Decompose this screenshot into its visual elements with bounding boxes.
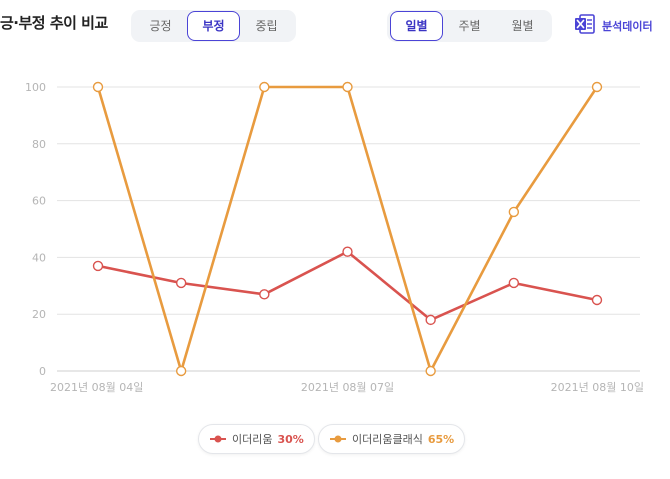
legend-item-ethereum[interactable]: 이더리움 30% [198, 424, 315, 454]
y-tick-label: 60 [32, 195, 46, 208]
analysis-data-button[interactable]: 분석데이터 [574, 14, 653, 38]
data-point-0 [342, 246, 353, 257]
data-point-1 [342, 81, 353, 93]
tab-neutral[interactable]: 중립 [255, 19, 278, 33]
legend-label: 이더리움 [232, 433, 273, 446]
legend-percent: 65% [427, 432, 455, 446]
data-point-0 [425, 314, 436, 326]
x-tick-label: 2021년 08월 10일 [551, 380, 644, 394]
data-point-0 [508, 277, 520, 289]
x-tick-label: 2021년 08월 04일 [50, 380, 143, 394]
tab-monthly[interactable]: 월별 [511, 19, 534, 33]
legend-label: 이더리움클래식 [352, 433, 423, 446]
data-point-1 [508, 206, 520, 218]
period-tab-group: 일별 주별 월별 [387, 10, 552, 42]
legend-percent: 30% [277, 432, 304, 446]
y-tick-label: 40 [32, 251, 46, 264]
data-point-1 [259, 81, 270, 93]
data-point-0 [259, 289, 270, 300]
data-point-1 [425, 365, 436, 377]
data-point-1 [92, 81, 104, 93]
data-point-1 [175, 365, 187, 377]
page-title: 긍·부정 추이 비교 [0, 14, 108, 32]
legend-marker-ethereum-classic [330, 435, 346, 443]
line-chart: 0 20 40 60 80 100 2021년 08월 04일 2021년 08월 07일 20… [25, 81, 644, 394]
data-point-0 [591, 294, 603, 306]
tab-daily[interactable]: 일별 [390, 11, 443, 41]
y-tick-label: 80 [32, 138, 46, 151]
series-line-0 [97, 250, 598, 322]
y-tick-label: 0 [39, 365, 46, 378]
legend-item-ethereum-classic[interactable]: 이더리움클래식 65% [318, 424, 466, 454]
data-point-1 [591, 81, 603, 93]
data-point-0 [92, 260, 104, 272]
tab-positive[interactable]: 긍정 [149, 19, 172, 33]
tab-negative[interactable]: 부정 [187, 11, 240, 41]
series-line-1 [96, 85, 599, 373]
tab-weekly[interactable]: 주별 [458, 19, 481, 33]
sentiment-tab-group: 긍정 부정 중립 [131, 10, 296, 42]
x-tick-label: 2021년 08월 07일 [301, 380, 394, 394]
y-tick-label: 20 [32, 308, 46, 321]
analysis-data-label: 분석데이터 [602, 20, 653, 33]
data-point-0 [175, 277, 187, 289]
y-tick-label: 100 [25, 81, 46, 94]
excel-icon [574, 13, 596, 39]
legend-marker-ethereum [210, 435, 226, 443]
